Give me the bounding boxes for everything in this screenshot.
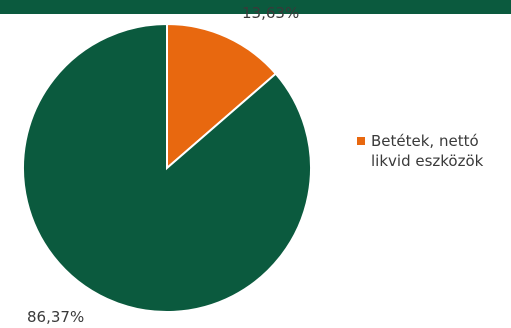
legend-label: Betétek, nettó likvid eszközök [371, 132, 484, 170]
data-label-other: 86,37% [27, 308, 85, 326]
top-band [0, 0, 511, 14]
legend-item-betetek: Betétek, nettó likvid eszközök [357, 131, 511, 171]
pie-slice-betetek [166, 22, 278, 171]
legend-swatch [357, 137, 365, 145]
pie-slice-other [22, 22, 312, 313]
data-label-betetek: 13,63% [242, 4, 300, 22]
